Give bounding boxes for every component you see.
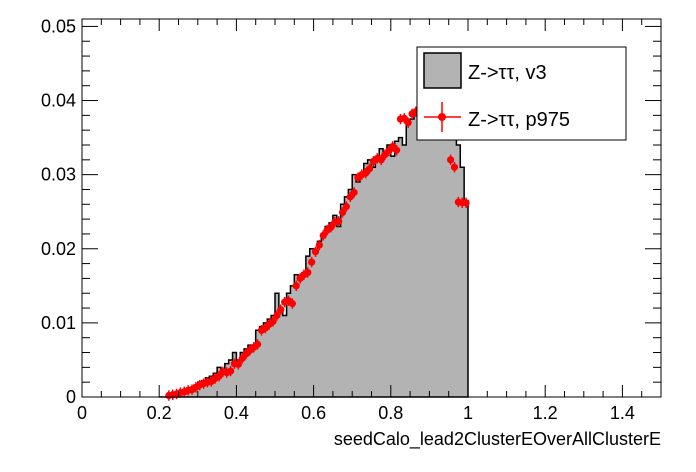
point-marker — [350, 188, 358, 197]
point-marker — [450, 163, 459, 171]
data-point — [246, 345, 254, 356]
point-marker — [254, 340, 262, 348]
x-tick-label: 1.4 — [610, 403, 635, 423]
point-marker — [273, 311, 281, 320]
y-tick-label: 0 — [66, 387, 76, 407]
point-marker — [308, 258, 316, 266]
data-point — [215, 371, 223, 382]
legend-marker-dot-p975 — [438, 113, 446, 121]
point-marker — [404, 119, 412, 127]
point-marker — [327, 223, 335, 231]
data-point — [327, 222, 335, 233]
y-tick-label: 0.05 — [41, 16, 76, 36]
data-point — [365, 163, 374, 174]
data-point — [450, 162, 459, 173]
point-marker — [365, 165, 374, 173]
point-marker — [319, 231, 327, 240]
point-marker — [269, 317, 277, 325]
y-tick-label: 0.02 — [41, 239, 76, 259]
point-marker — [311, 248, 320, 256]
point-marker — [234, 360, 242, 368]
data-point — [288, 298, 296, 309]
data-point — [319, 230, 327, 241]
point-marker — [462, 199, 470, 207]
x-tick-label: 0.6 — [301, 403, 326, 423]
data-point — [338, 207, 347, 218]
data-point — [350, 187, 358, 198]
data-point — [342, 201, 351, 212]
x-tick-label: 1.2 — [533, 403, 558, 423]
data-point — [311, 246, 320, 257]
point-marker — [342, 202, 351, 211]
y-tick-label: 0.03 — [41, 165, 76, 185]
point-marker — [315, 241, 323, 249]
data-point — [277, 304, 285, 315]
legend: Z->ττ, v3 Z->ττ, p975 — [416, 46, 627, 141]
data-point — [354, 172, 362, 183]
data-point — [377, 154, 385, 166]
data-point — [335, 216, 343, 227]
data-point — [292, 280, 300, 292]
data-point — [269, 316, 277, 327]
data-point — [304, 267, 312, 278]
point-marker — [377, 156, 385, 164]
data-point — [462, 197, 470, 208]
data-point — [315, 239, 323, 251]
x-tick-label: 0 — [77, 403, 87, 423]
x-tick-label: 0.4 — [224, 403, 249, 423]
point-marker — [392, 146, 401, 154]
x-tick-label: 0.8 — [378, 403, 403, 423]
data-point — [234, 359, 242, 370]
y-axis-ticks: 0 0.01 0.02 0.03 0.04 0.05 — [41, 16, 661, 407]
y-tick-label: 0.04 — [41, 91, 76, 111]
data-point — [447, 154, 455, 166]
data-point — [227, 365, 235, 377]
x-axis-ticks: 0 0.2 0.4 0.6 0.8 1 1.2 1.4 — [77, 19, 662, 423]
point-marker — [227, 367, 235, 375]
x-axis-title: seedCalo_lead2ClusterEOverAllClusterE — [334, 429, 661, 450]
point-marker — [292, 282, 300, 290]
data-point — [392, 145, 401, 156]
data-point — [254, 339, 262, 350]
point-marker — [447, 156, 455, 164]
x-tick-label: 1 — [463, 403, 473, 423]
y-tick-label: 0.01 — [41, 313, 76, 333]
point-marker — [277, 305, 285, 314]
data-point — [308, 256, 316, 268]
legend-swatch-v3 — [423, 52, 462, 89]
point-marker — [338, 208, 347, 217]
point-marker — [288, 300, 296, 308]
point-marker — [304, 268, 312, 277]
data-point — [404, 117, 412, 128]
legend-label-p975: Z->ττ, p975 — [468, 109, 570, 131]
x-tick-label: 0.2 — [147, 403, 172, 423]
legend-label-v3: Z->ττ, v3 — [468, 62, 547, 84]
data-point — [273, 310, 281, 321]
point-marker — [335, 217, 343, 225]
